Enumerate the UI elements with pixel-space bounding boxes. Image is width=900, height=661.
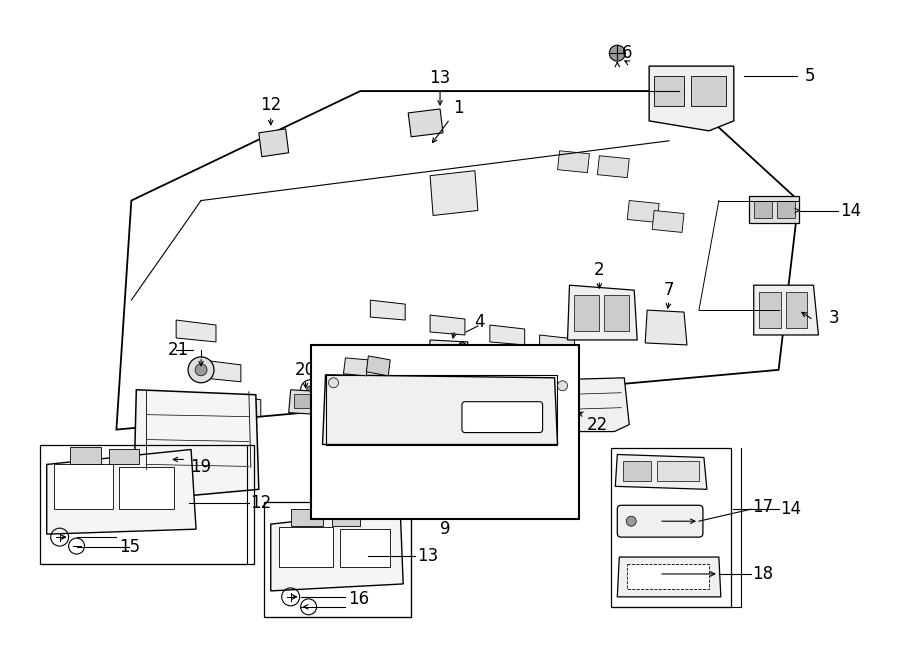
Text: 11: 11 [372, 353, 393, 371]
Polygon shape [322, 375, 557, 444]
Circle shape [626, 516, 636, 526]
Text: 4: 4 [474, 313, 485, 331]
Polygon shape [366, 356, 391, 376]
Bar [326, 375, 556, 444]
Text: 8: 8 [456, 341, 467, 359]
Polygon shape [598, 156, 629, 178]
FancyBboxPatch shape [617, 505, 703, 537]
Text: 1: 1 [453, 99, 464, 117]
Circle shape [328, 378, 338, 388]
Polygon shape [490, 325, 525, 345]
Text: 17: 17 [752, 498, 773, 516]
Polygon shape [557, 151, 590, 173]
Bar [786, 292, 807, 328]
Polygon shape [430, 315, 465, 335]
Polygon shape [201, 360, 241, 382]
Text: 14: 14 [840, 202, 861, 219]
Text: 13: 13 [429, 69, 451, 87]
Bar [604, 295, 629, 331]
Text: 7: 7 [664, 281, 674, 299]
Text: 14: 14 [780, 500, 801, 518]
Polygon shape [259, 129, 289, 157]
Polygon shape [616, 455, 706, 489]
Bar [332, 511, 360, 526]
Bar [759, 292, 780, 328]
Polygon shape [344, 358, 368, 376]
Text: 20: 20 [295, 361, 316, 379]
Bar [624, 461, 652, 481]
Polygon shape [652, 210, 684, 233]
Text: 10: 10 [500, 412, 520, 430]
Polygon shape [134, 390, 259, 497]
Polygon shape [753, 285, 818, 335]
Bar [120, 467, 175, 509]
Bar [574, 295, 599, 331]
Text: 6: 6 [622, 44, 633, 62]
Bar [691, 76, 725, 106]
Bar [293, 394, 318, 408]
Circle shape [307, 386, 315, 394]
Polygon shape [617, 557, 721, 597]
Polygon shape [645, 310, 687, 345]
Text: 21: 21 [168, 341, 189, 359]
Bar [340, 529, 391, 567]
Bar [54, 465, 113, 509]
Polygon shape [540, 335, 574, 355]
Text: 13: 13 [418, 547, 438, 565]
Bar [753, 200, 771, 219]
Bar [310, 345, 580, 519]
Circle shape [557, 381, 568, 391]
Bar [433, 345, 461, 363]
Text: 18: 18 [752, 565, 773, 583]
Text: 9: 9 [440, 520, 450, 538]
Text: 15: 15 [119, 538, 140, 556]
Polygon shape [47, 449, 196, 534]
Bar [654, 76, 684, 106]
Circle shape [195, 364, 207, 376]
Text: 16: 16 [347, 590, 369, 608]
Circle shape [188, 357, 214, 383]
Bar [627, 564, 709, 589]
Bar [749, 196, 798, 223]
Text: 12: 12 [250, 494, 272, 512]
Polygon shape [430, 171, 478, 215]
Bar [40, 444, 254, 564]
Bar [110, 449, 140, 465]
Polygon shape [370, 300, 405, 320]
Polygon shape [271, 509, 403, 591]
Polygon shape [289, 390, 323, 414]
FancyBboxPatch shape [462, 402, 543, 432]
Bar [777, 200, 795, 219]
Polygon shape [428, 340, 468, 368]
Bar [291, 509, 322, 526]
Polygon shape [552, 378, 629, 432]
Text: 12: 12 [260, 96, 282, 114]
Bar [657, 461, 699, 481]
Polygon shape [221, 395, 261, 416]
Bar [611, 447, 731, 607]
Text: 22: 22 [587, 416, 608, 434]
Polygon shape [627, 200, 659, 223]
Bar [279, 527, 334, 567]
Polygon shape [409, 109, 443, 137]
Bar [264, 502, 411, 617]
Circle shape [609, 45, 626, 61]
Polygon shape [176, 320, 216, 342]
Polygon shape [649, 66, 734, 131]
Text: 19: 19 [191, 459, 211, 477]
Text: 2: 2 [594, 261, 605, 279]
Text: 5: 5 [806, 67, 815, 85]
Text: 3: 3 [829, 309, 840, 327]
Bar [69, 447, 102, 465]
Polygon shape [443, 368, 480, 393]
Polygon shape [568, 285, 637, 340]
